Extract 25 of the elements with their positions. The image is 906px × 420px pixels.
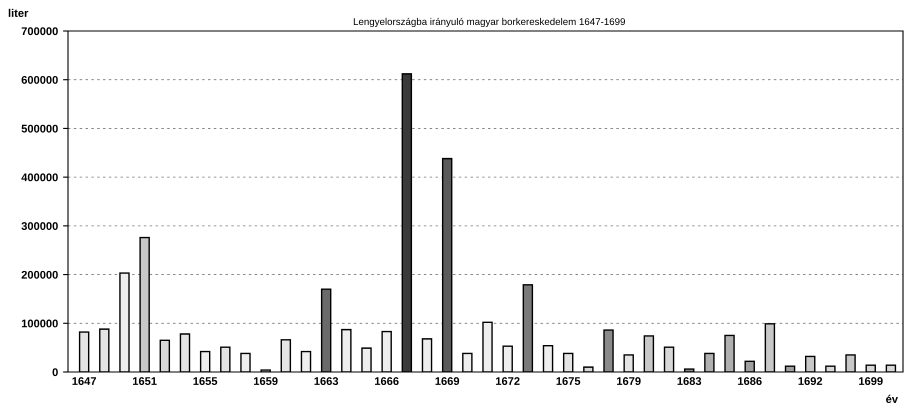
x-tick-label: 1683 bbox=[678, 377, 702, 386]
x-tick-label: 1663 bbox=[314, 377, 338, 386]
y-tick-label: 300000 bbox=[21, 222, 58, 230]
y-tick-label: 500000 bbox=[22, 124, 58, 133]
x-tick-label: 1686 bbox=[738, 377, 762, 386]
y-tick-label: 700000 bbox=[22, 27, 58, 36]
x-tick-label: 1666 bbox=[375, 377, 399, 386]
y-tick-label: 200000 bbox=[22, 270, 58, 279]
x-tick-label: 1659 bbox=[254, 377, 278, 386]
x-tick-label: 1699 bbox=[859, 377, 883, 386]
x-tick-label: 1669 bbox=[436, 377, 460, 386]
x-tick-label: 1655 bbox=[193, 377, 218, 386]
y-tick-label: 0 bbox=[52, 368, 58, 376]
chart-title: Lengyelországba irányuló magyar borkereskedelem 1647-1699 bbox=[354, 18, 625, 27]
y-tick-label: 400000 bbox=[21, 173, 58, 182]
x-tick-label: 1647 bbox=[72, 377, 96, 386]
x-tick-label: 1651 bbox=[132, 377, 157, 386]
x-axis-title: év bbox=[886, 394, 898, 403]
x-tick-label: 1692 bbox=[798, 377, 822, 386]
x-tick-label: 1672 bbox=[496, 377, 520, 386]
x-tick-label: 1675 bbox=[556, 377, 580, 386]
y-tick-label: 100000 bbox=[22, 320, 58, 328]
x-tick-label: 1679 bbox=[617, 377, 641, 386]
y-axis-title: liter bbox=[8, 8, 28, 17]
y-tick-label: 600000 bbox=[22, 76, 58, 84]
